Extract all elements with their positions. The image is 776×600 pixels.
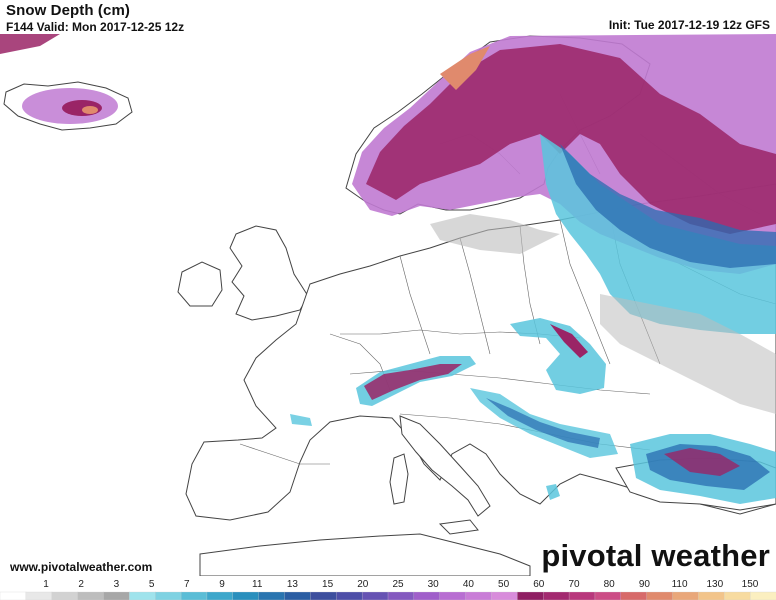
legend-color-swatch xyxy=(543,591,570,600)
legend-color-swatch xyxy=(698,591,725,600)
legend-color-swatch xyxy=(620,591,648,600)
legend-color-swatch xyxy=(568,591,596,600)
init-time: Init: Tue 2017-12-19 12z GFS xyxy=(608,18,770,32)
legend-tick-label: 1 xyxy=(43,579,49,590)
legend-tick-label: 25 xyxy=(392,579,404,590)
legend-tick-label: 7 xyxy=(184,579,190,590)
north-africa-landmass xyxy=(199,533,531,576)
legend-color-swatch xyxy=(155,591,182,600)
legend-color-swatch xyxy=(258,591,286,600)
legend-labels: 1 2 3 5 7 9 11 13 15 20 25 30 40 50 60 70 80 90 110 130 150 xyxy=(43,579,759,590)
legend-color-swatch xyxy=(594,591,622,600)
ireland-landmass xyxy=(177,261,223,307)
legend-tick-label: 15 xyxy=(322,579,334,590)
legend-color-swatch xyxy=(439,591,467,600)
legend-color-swatch xyxy=(310,591,337,600)
legend-color-swatch xyxy=(491,591,518,600)
legend-tick-label: 40 xyxy=(463,579,475,590)
header-left: Snow Depth (cm) F144 Valid: Mon 2017-12-… xyxy=(6,2,184,34)
legend-color-swatch xyxy=(646,591,674,600)
legend-tick-label: 30 xyxy=(428,579,440,590)
legend-color-swatch xyxy=(465,591,493,600)
valid-time: F144 Valid: Mon 2017-12-25 12z xyxy=(6,20,185,34)
legend-color-swatch xyxy=(749,591,776,600)
legend-tick-label: 150 xyxy=(742,579,759,590)
snow-depth-shading xyxy=(0,34,776,504)
legend-tick-label: 2 xyxy=(78,579,84,590)
legend-color-swatch xyxy=(25,591,53,600)
legend-tick-label: 50 xyxy=(498,579,510,590)
snow-depth-map xyxy=(0,34,776,576)
legend-color-swatch xyxy=(672,591,700,600)
legend-color-swatch xyxy=(336,591,363,600)
legend-color-swatch xyxy=(51,591,79,600)
legend-tick-label: 60 xyxy=(533,579,545,590)
legend-tick-label: 3 xyxy=(114,579,120,590)
legend-tick-label: 5 xyxy=(149,579,155,590)
legend-tick-label: 9 xyxy=(219,579,225,590)
legend-color-swatch xyxy=(517,591,544,600)
legend-color-swatch xyxy=(103,591,130,600)
legend-color-swatch xyxy=(77,591,105,600)
legend-colorbar xyxy=(0,591,776,600)
legend-tick-label: 70 xyxy=(568,579,580,590)
legend-color-swatch xyxy=(129,591,156,600)
legend-color-swatch xyxy=(180,591,208,600)
legend-color-swatch xyxy=(724,591,751,600)
italy-landmass xyxy=(399,415,491,517)
legend-color-swatch xyxy=(387,591,415,600)
legend-tick-label: 90 xyxy=(639,579,651,590)
legend-tick-label: 80 xyxy=(604,579,616,590)
legend-tick-label: 11 xyxy=(252,579,263,590)
legend-tick-label: 20 xyxy=(357,579,369,590)
legend-color-swatch xyxy=(0,591,27,600)
pivotal-weather-logo: pivotal weather xyxy=(541,538,770,573)
website-credit: www.pivotalweather.com xyxy=(10,560,153,574)
legend-color-swatch xyxy=(361,591,389,600)
sicily-landmass xyxy=(438,519,479,535)
legend-color-swatch xyxy=(413,591,441,600)
corsica-sardinia-landmass xyxy=(389,453,409,505)
legend-color-swatch xyxy=(232,591,260,600)
legend-color-swatch xyxy=(206,591,234,600)
legend-tick-label: 110 xyxy=(672,579,688,590)
legend-color-swatch xyxy=(284,591,312,600)
great-britain-landmass xyxy=(229,225,309,321)
legend-tick-label: 130 xyxy=(706,579,723,590)
map-title: Snow Depth (cm) xyxy=(6,2,130,19)
colorbar-legend: 1 2 3 5 7 9 11 13 15 20 25 30 40 50 60 70 80 90 110 130 150 xyxy=(0,579,776,600)
legend-tick-label: 13 xyxy=(287,579,299,590)
